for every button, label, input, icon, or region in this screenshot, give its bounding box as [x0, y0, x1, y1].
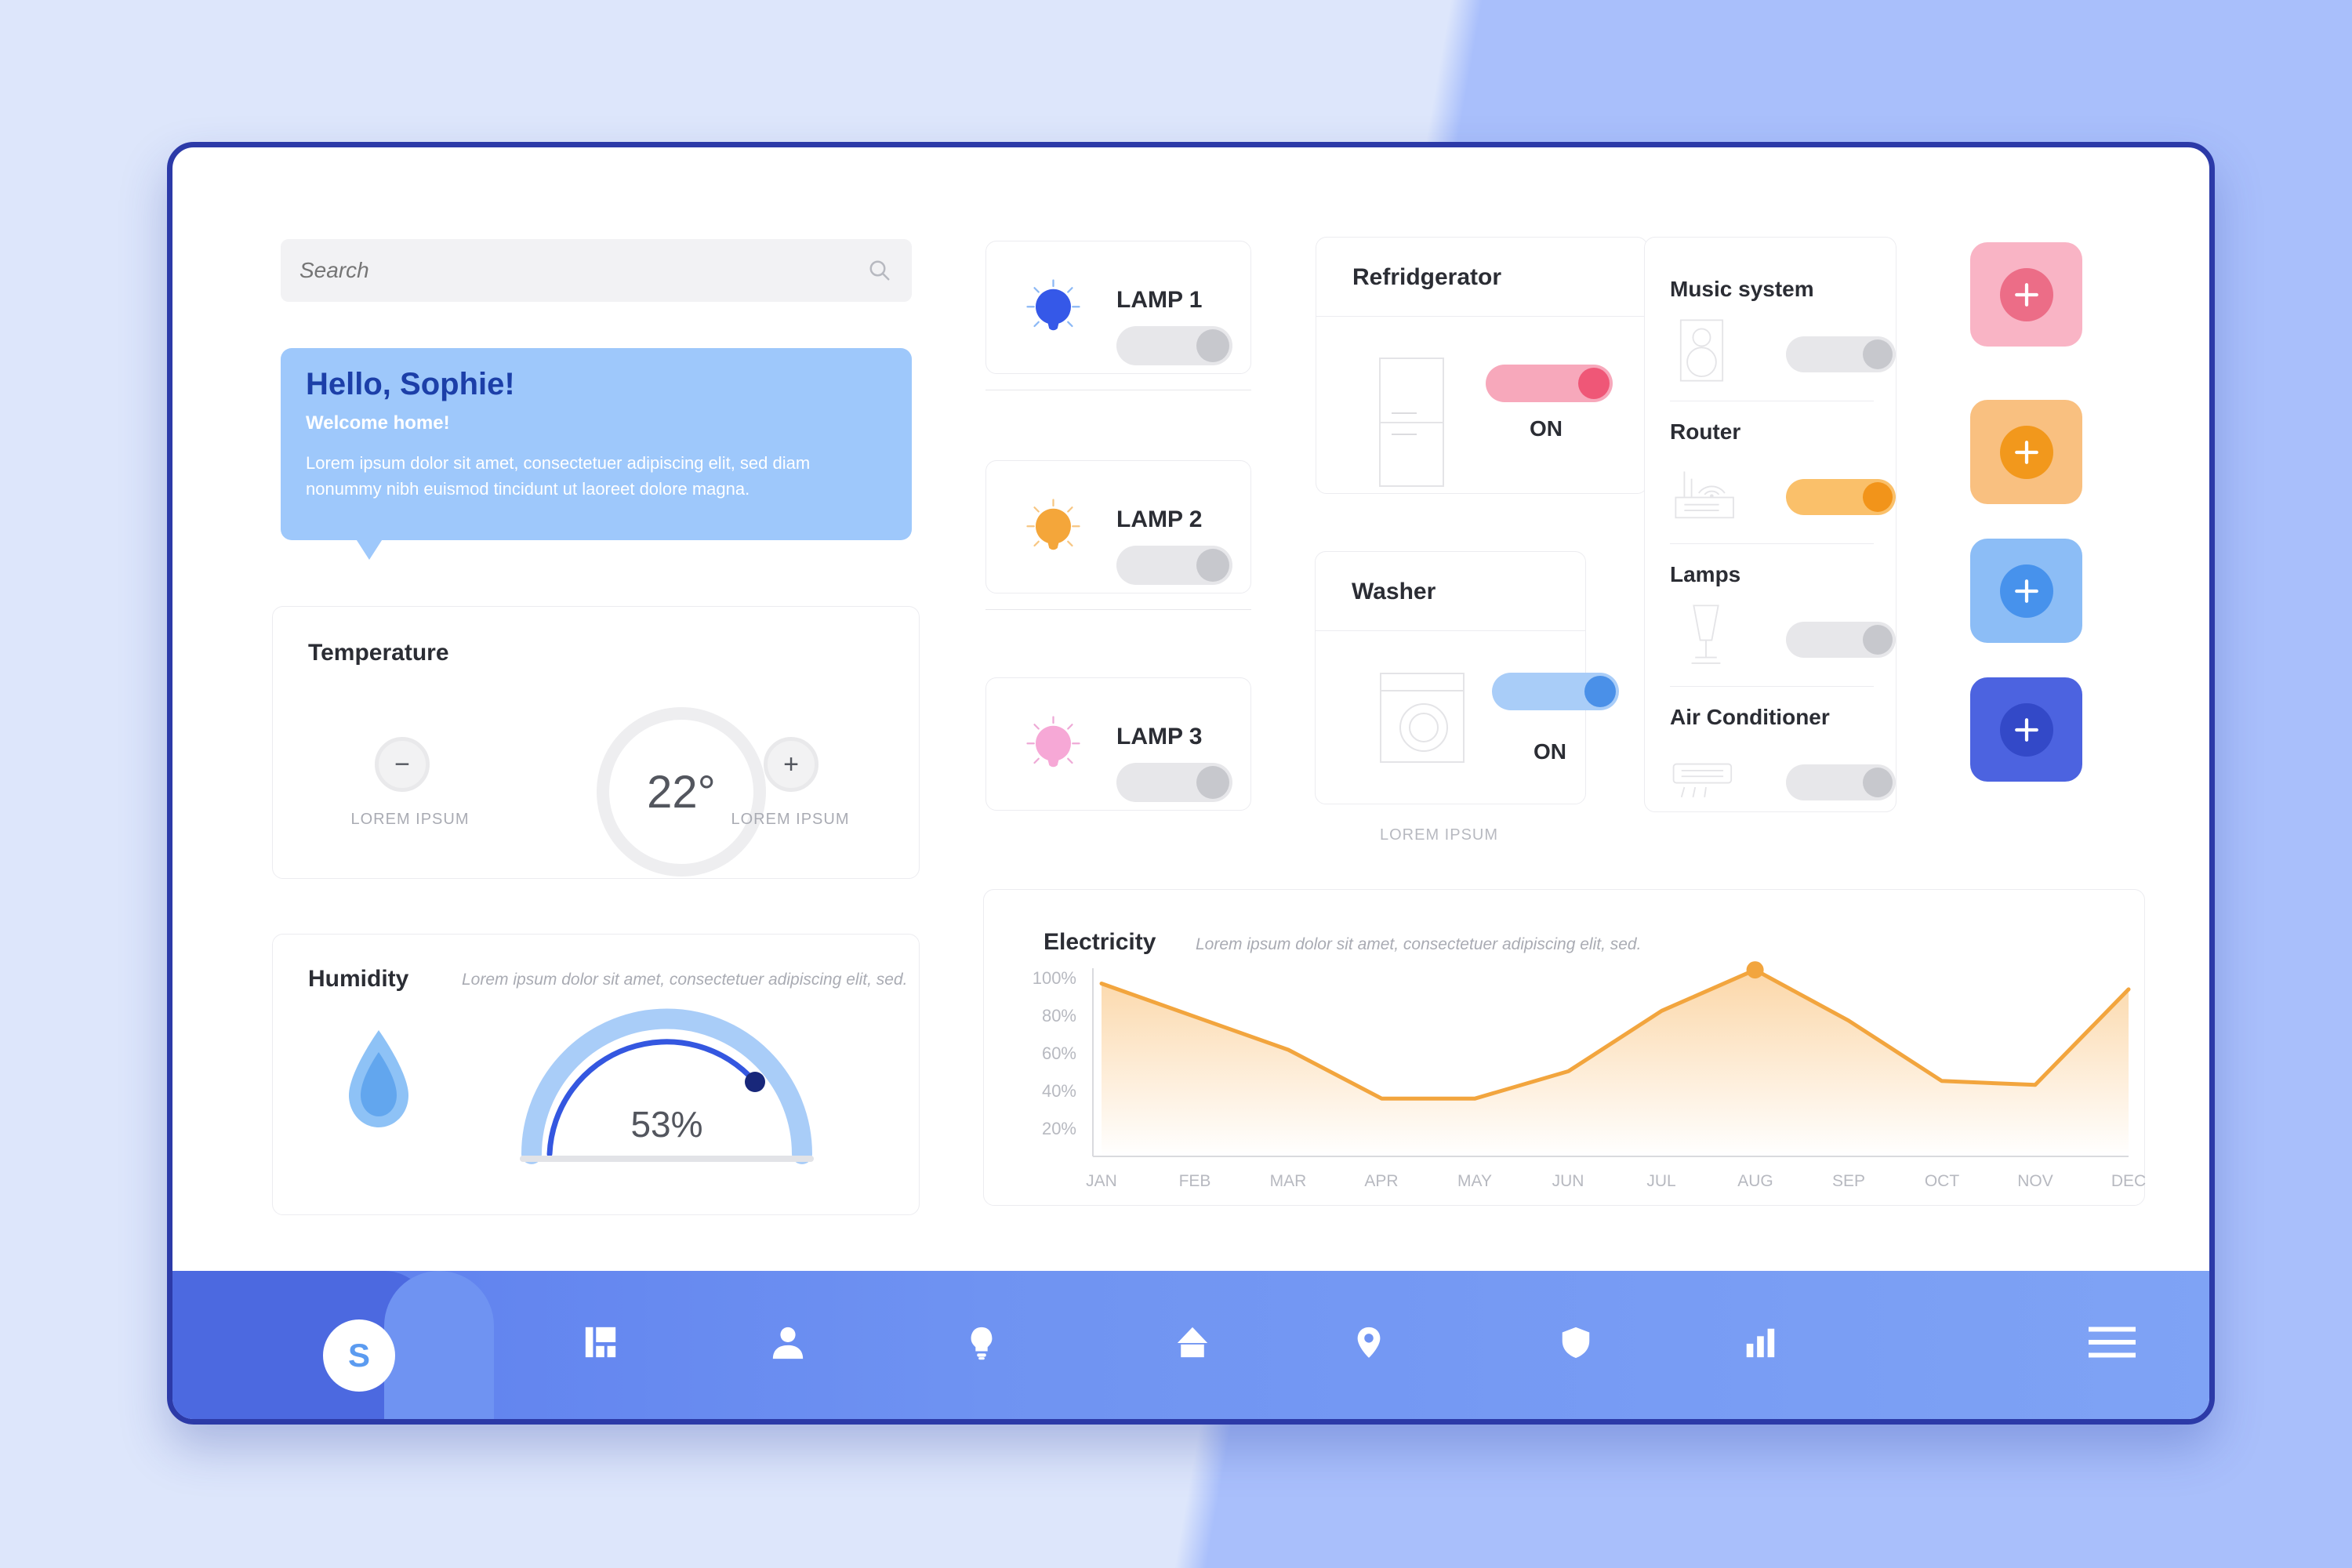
svg-text:40%: 40% [1042, 1081, 1076, 1101]
svg-text:OCT: OCT [1925, 1172, 1960, 1190]
svg-text:APR: APR [1364, 1172, 1398, 1190]
svg-text:JUL: JUL [1646, 1172, 1675, 1190]
svg-text:MAR: MAR [1270, 1172, 1307, 1190]
svg-text:DEC: DEC [2111, 1172, 2146, 1190]
svg-text:20%: 20% [1042, 1119, 1076, 1138]
svg-text:NOV: NOV [2017, 1172, 2053, 1190]
svg-text:60%: 60% [1042, 1044, 1076, 1063]
svg-text:JUN: JUN [1552, 1172, 1584, 1190]
svg-text:FEB: FEB [1179, 1172, 1211, 1190]
svg-text:80%: 80% [1042, 1006, 1076, 1025]
svg-text:MAY: MAY [1457, 1172, 1492, 1190]
svg-text:SEP: SEP [1832, 1172, 1865, 1190]
svg-text:JAN: JAN [1086, 1172, 1117, 1190]
svg-text:100%: 100% [1033, 968, 1076, 988]
svg-text:AUG: AUG [1737, 1172, 1773, 1190]
